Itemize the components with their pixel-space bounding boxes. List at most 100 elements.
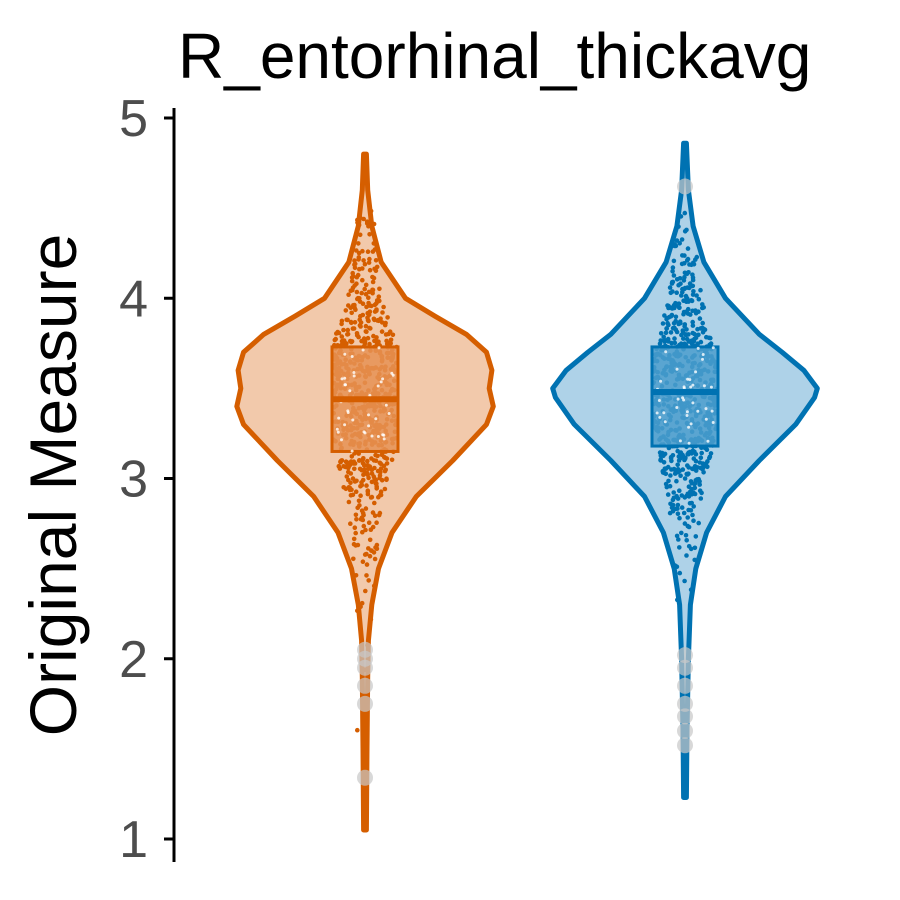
data-point bbox=[335, 427, 339, 431]
data-point bbox=[701, 470, 706, 475]
data-point bbox=[699, 450, 704, 456]
data-point bbox=[694, 254, 700, 260]
data-point bbox=[685, 414, 689, 417]
data-point bbox=[368, 208, 374, 214]
data-point bbox=[679, 530, 684, 536]
data-point bbox=[349, 278, 355, 284]
data-point bbox=[677, 515, 682, 521]
data-point bbox=[662, 339, 667, 344]
data-point bbox=[358, 320, 364, 325]
data-point bbox=[708, 341, 714, 346]
data-point bbox=[343, 376, 347, 380]
data-point bbox=[374, 417, 378, 421]
data-point bbox=[362, 463, 367, 468]
data-point bbox=[707, 455, 712, 461]
data-point bbox=[361, 258, 366, 263]
data-point bbox=[366, 475, 371, 481]
data-point bbox=[684, 538, 689, 543]
data-point bbox=[358, 324, 363, 329]
data-point bbox=[349, 454, 355, 459]
data-point bbox=[376, 339, 381, 345]
outlier-point bbox=[677, 695, 693, 712]
data-point bbox=[687, 441, 691, 445]
data-point bbox=[658, 415, 662, 419]
data-point bbox=[355, 727, 360, 733]
data-point bbox=[673, 314, 679, 320]
outlier-point bbox=[677, 659, 693, 676]
data-point bbox=[359, 467, 365, 473]
data-point bbox=[675, 502, 681, 508]
data-point bbox=[689, 338, 694, 344]
data-point bbox=[685, 463, 690, 468]
data-point bbox=[363, 329, 369, 334]
data-point bbox=[343, 352, 347, 356]
data-point bbox=[675, 367, 679, 371]
data-point bbox=[350, 449, 354, 453]
data-point bbox=[387, 412, 391, 415]
data-point bbox=[679, 237, 685, 242]
data-point bbox=[378, 461, 384, 467]
data-point bbox=[691, 262, 697, 267]
data-point bbox=[340, 377, 344, 381]
data-point bbox=[373, 268, 379, 274]
data-point bbox=[371, 241, 377, 246]
data-point bbox=[388, 341, 394, 346]
data-point bbox=[367, 424, 371, 428]
data-point bbox=[381, 433, 385, 437]
data-point bbox=[353, 543, 359, 548]
data-point bbox=[685, 515, 690, 520]
data-point bbox=[682, 323, 687, 329]
data-point bbox=[662, 466, 668, 472]
data-point bbox=[657, 399, 661, 402]
data-point bbox=[676, 397, 680, 401]
data-point bbox=[671, 466, 677, 472]
data-point bbox=[362, 552, 368, 557]
data-point bbox=[668, 330, 674, 335]
data-point bbox=[367, 464, 373, 469]
data-point bbox=[373, 545, 378, 550]
data-point bbox=[369, 479, 375, 485]
data-point bbox=[692, 491, 698, 497]
outlier-point bbox=[677, 737, 693, 754]
data-point bbox=[682, 398, 686, 402]
data-point bbox=[335, 329, 341, 335]
data-point bbox=[678, 473, 683, 479]
data-point bbox=[667, 483, 673, 489]
data-point bbox=[359, 600, 365, 606]
data-point bbox=[666, 322, 671, 328]
data-point bbox=[374, 520, 379, 525]
data-point bbox=[678, 281, 683, 287]
data-point bbox=[367, 325, 372, 331]
data-point bbox=[658, 457, 663, 463]
data-point bbox=[352, 374, 356, 378]
data-point bbox=[675, 462, 680, 468]
data-point bbox=[694, 370, 698, 374]
data-point bbox=[365, 315, 370, 321]
data-point bbox=[700, 305, 705, 311]
data-point bbox=[358, 516, 364, 522]
data-point bbox=[696, 296, 702, 302]
data-point bbox=[351, 536, 357, 542]
data-point bbox=[366, 224, 371, 229]
data-point bbox=[348, 521, 353, 526]
data-point bbox=[355, 220, 360, 225]
data-point bbox=[691, 289, 696, 294]
data-point bbox=[343, 459, 349, 465]
data-point bbox=[360, 529, 365, 535]
data-point bbox=[357, 266, 362, 272]
data-point bbox=[700, 325, 705, 331]
data-point bbox=[662, 411, 666, 415]
data-point bbox=[349, 339, 354, 345]
data-point bbox=[367, 256, 372, 262]
data-point bbox=[372, 247, 378, 252]
data-point bbox=[671, 490, 676, 495]
data-point bbox=[351, 461, 357, 466]
data-point bbox=[349, 310, 355, 316]
data-point bbox=[672, 242, 678, 247]
data-point bbox=[341, 327, 346, 333]
data-point bbox=[358, 484, 363, 489]
data-point bbox=[698, 287, 703, 293]
data-point bbox=[691, 504, 696, 509]
data-point bbox=[698, 339, 704, 345]
data-point bbox=[375, 453, 380, 459]
